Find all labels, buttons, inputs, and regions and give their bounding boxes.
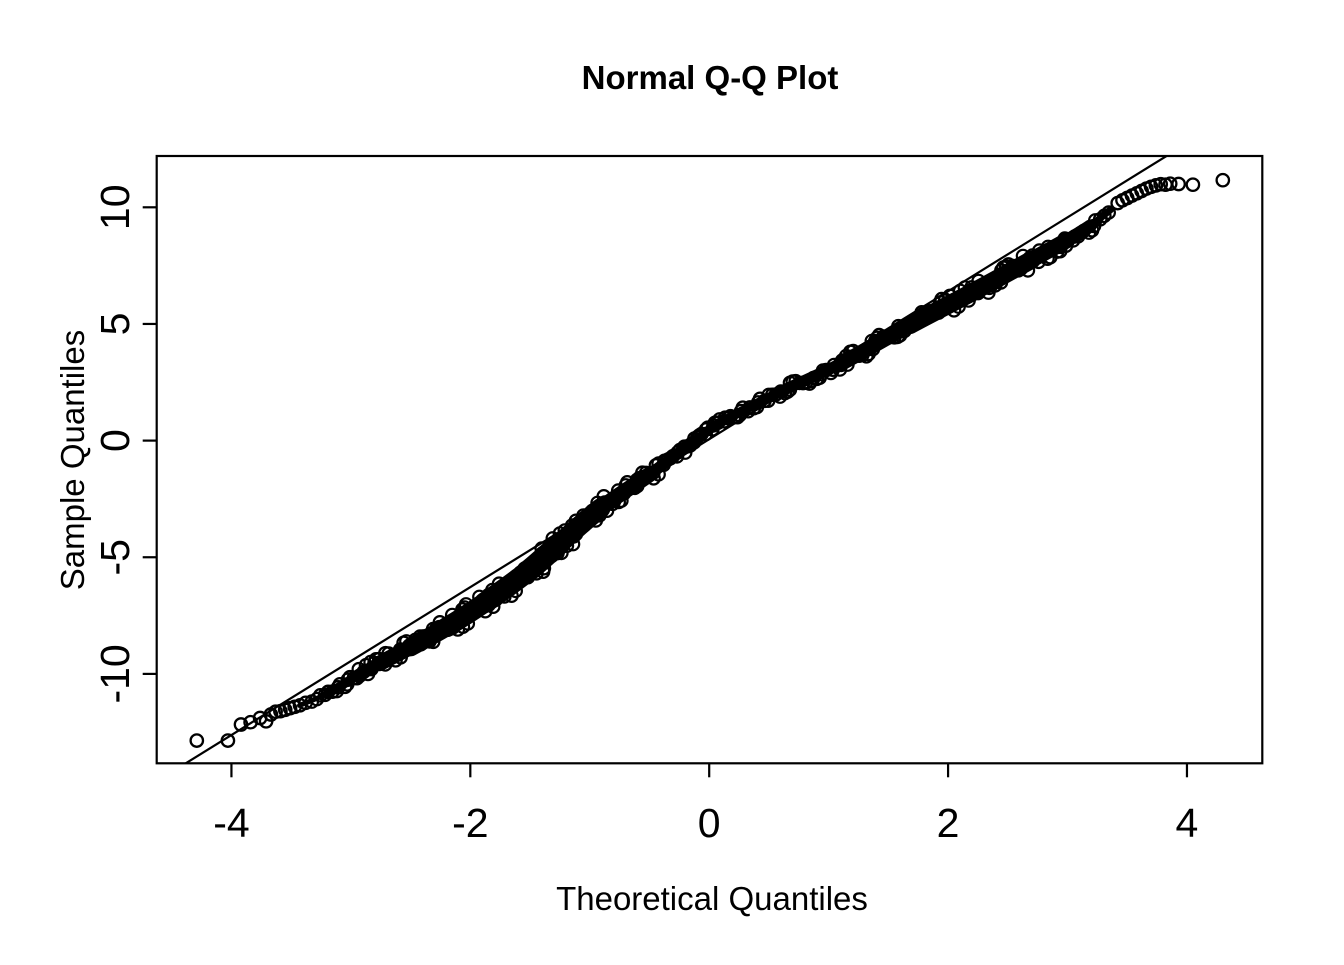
x-tick-label: -2 xyxy=(452,800,488,846)
qq-point xyxy=(1022,250,1038,266)
lower-tail-point xyxy=(233,717,249,732)
upper-tail-point xyxy=(1153,176,1169,192)
qq-point xyxy=(559,538,575,553)
qq-point xyxy=(536,560,552,576)
plot-area xyxy=(183,156,1231,764)
lower-tail-point xyxy=(287,699,303,715)
plot-box xyxy=(155,154,1264,765)
qq-point xyxy=(961,293,976,308)
x-tick-label: 0 xyxy=(698,800,721,846)
upper-tail-point xyxy=(1185,177,1201,193)
y-tick-label: -5 xyxy=(92,539,138,575)
qq-point xyxy=(597,495,612,510)
y-tick-label: 10 xyxy=(92,184,138,230)
lower-tail-point xyxy=(189,733,205,748)
qq-point xyxy=(971,273,986,289)
y-tick-label: 0 xyxy=(92,429,138,452)
qq-point xyxy=(514,571,529,586)
chart-title: Normal Q-Q Plot xyxy=(582,59,839,96)
qq-point xyxy=(460,616,476,631)
qq-point xyxy=(566,528,582,544)
axes-group: -4 -2 0 2 4 -10 -5 0 5 10 xyxy=(92,184,1198,846)
qq-point xyxy=(869,330,885,346)
upper-tail-point xyxy=(1162,176,1178,192)
qq-point xyxy=(472,589,487,605)
qq-point xyxy=(520,569,536,585)
y-tick-label: -10 xyxy=(92,644,138,703)
qq-point xyxy=(565,536,581,552)
qq-point xyxy=(534,541,549,556)
qq-point xyxy=(351,668,367,684)
lower-tail-point xyxy=(268,704,283,720)
qq-point xyxy=(432,614,448,630)
qq-point xyxy=(521,561,537,577)
y-tick-label: 5 xyxy=(92,313,138,336)
qq-point xyxy=(536,551,551,567)
upper-tail-point xyxy=(1215,172,1231,188)
qq-band xyxy=(292,205,1116,713)
qq-point xyxy=(393,649,408,665)
x-tick-label: -4 xyxy=(213,800,249,846)
y-axis-label: Sample Quantiles xyxy=(54,330,91,590)
upper-tail-point xyxy=(1171,176,1186,192)
x-axis-label: Theoretical Quantiles xyxy=(556,880,868,917)
lower-tail-point xyxy=(220,733,236,748)
x-tick-label: 4 xyxy=(1176,800,1199,846)
qq-point xyxy=(576,508,591,523)
qq-point xyxy=(513,565,528,580)
x-tick-label: 2 xyxy=(937,800,960,846)
qq-point xyxy=(309,691,325,707)
qq-point xyxy=(491,576,507,591)
qq-point xyxy=(508,583,523,599)
qq-point xyxy=(1101,205,1116,220)
